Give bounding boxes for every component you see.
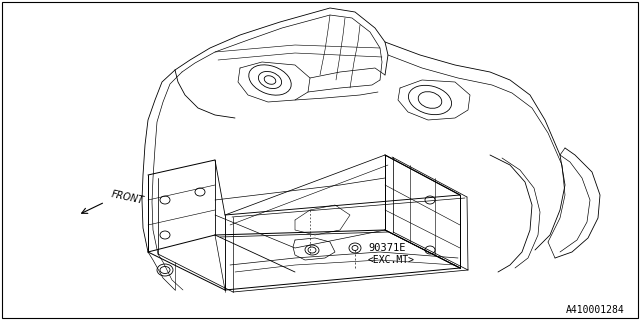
Text: 90371E: 90371E <box>368 243 406 253</box>
Text: <EXC.MT>: <EXC.MT> <box>368 255 415 265</box>
Text: A410001284: A410001284 <box>566 305 625 315</box>
Text: FRONT: FRONT <box>110 190 145 206</box>
